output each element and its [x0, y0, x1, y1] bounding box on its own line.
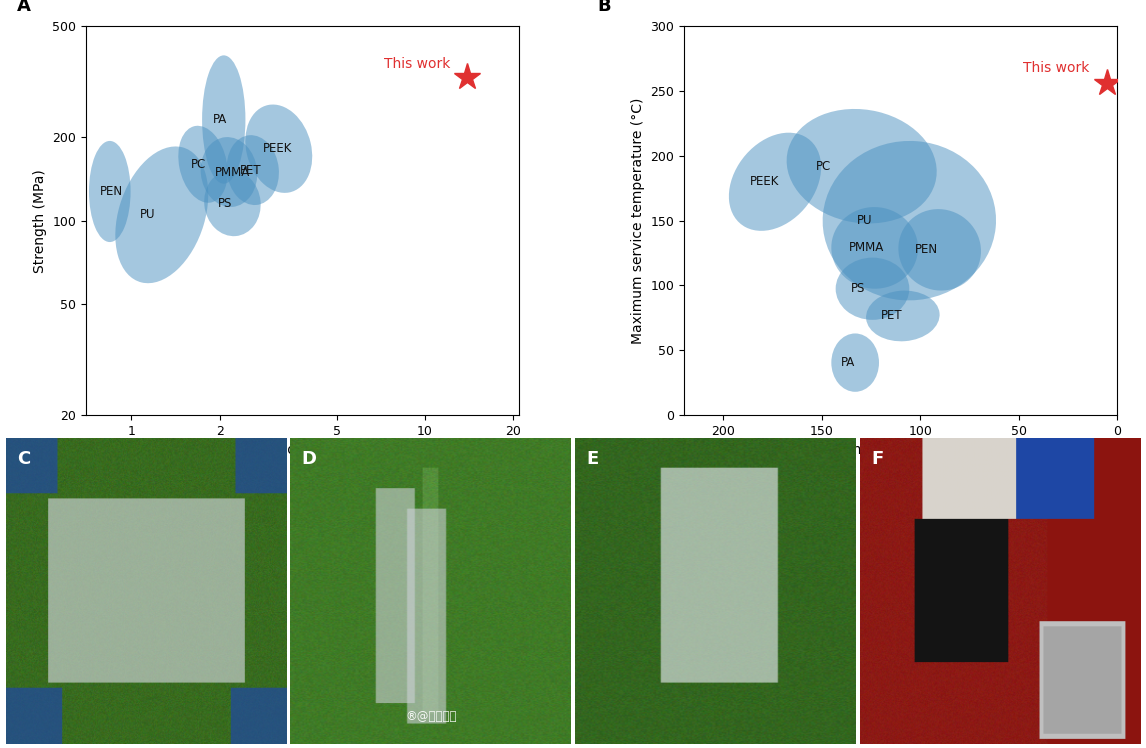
- Text: C: C: [17, 450, 30, 468]
- Ellipse shape: [227, 135, 278, 205]
- Ellipse shape: [866, 291, 940, 341]
- Text: PC: PC: [816, 160, 831, 173]
- Ellipse shape: [831, 334, 879, 392]
- Text: ®@人民日报: ®@人民日报: [405, 710, 456, 723]
- Ellipse shape: [898, 209, 981, 290]
- Ellipse shape: [201, 137, 257, 207]
- Ellipse shape: [729, 132, 822, 231]
- Text: PU: PU: [857, 214, 873, 227]
- Text: PEEK: PEEK: [751, 175, 779, 188]
- Text: E: E: [587, 450, 598, 468]
- Text: PC: PC: [191, 158, 206, 171]
- Ellipse shape: [831, 207, 918, 289]
- Text: PS: PS: [850, 282, 865, 295]
- Y-axis label: Strength (MPa): Strength (MPa): [33, 169, 47, 272]
- X-axis label: Thermal expansion coefficient  (ppm K⁻¹): Thermal expansion coefficient (ppm K⁻¹): [758, 444, 1044, 458]
- X-axis label: Young's modulus E (GPa): Young's modulus E (GPa): [217, 444, 388, 458]
- Ellipse shape: [835, 257, 909, 320]
- Text: PMMA: PMMA: [215, 165, 250, 179]
- Text: This work: This work: [384, 57, 450, 71]
- Text: PEEK: PEEK: [262, 142, 292, 155]
- Y-axis label: Maximum service temperature (°C): Maximum service temperature (°C): [630, 97, 645, 344]
- Text: F: F: [871, 450, 884, 468]
- Ellipse shape: [204, 170, 260, 236]
- Text: PS: PS: [219, 197, 233, 209]
- Text: A: A: [16, 0, 31, 14]
- Text: PEN: PEN: [915, 243, 939, 257]
- Ellipse shape: [786, 109, 936, 224]
- Ellipse shape: [179, 126, 228, 203]
- Text: PU: PU: [140, 209, 156, 221]
- Text: PA: PA: [841, 356, 855, 369]
- Ellipse shape: [89, 141, 131, 242]
- Ellipse shape: [245, 105, 312, 193]
- Text: This work: This work: [1023, 61, 1089, 75]
- Text: PA: PA: [213, 113, 227, 126]
- Text: B: B: [597, 0, 611, 14]
- Text: PMMA: PMMA: [849, 242, 884, 254]
- Ellipse shape: [823, 141, 996, 301]
- Text: PEN: PEN: [100, 185, 123, 198]
- Text: PET: PET: [881, 310, 902, 322]
- Text: PET: PET: [240, 164, 261, 177]
- Ellipse shape: [116, 147, 209, 283]
- Ellipse shape: [202, 55, 245, 184]
- Text: D: D: [301, 450, 316, 468]
